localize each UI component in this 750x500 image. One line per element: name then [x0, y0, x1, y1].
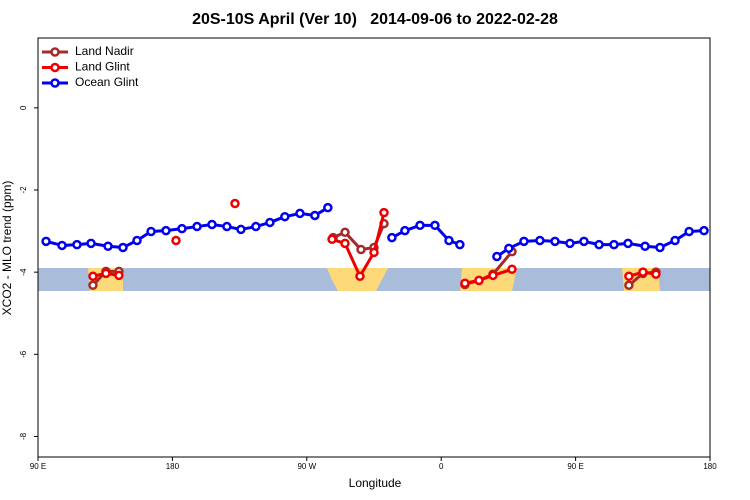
point — [565, 238, 575, 249]
point — [624, 280, 634, 291]
point — [103, 241, 113, 252]
point — [340, 238, 350, 249]
point — [340, 227, 350, 238]
legend-marker — [50, 62, 60, 73]
point — [504, 243, 514, 254]
legend-marker — [50, 78, 60, 88]
y-tick-label: -4 — [19, 268, 28, 276]
point — [640, 241, 650, 252]
point — [400, 225, 410, 236]
plot-frame — [37, 37, 711, 458]
point — [624, 271, 634, 282]
point — [684, 226, 694, 237]
point — [72, 239, 82, 250]
x-tick-label: 180 — [703, 462, 717, 471]
y-tick-label: 0 — [19, 105, 28, 110]
point — [114, 270, 124, 281]
point — [265, 217, 275, 228]
x-tick-label: 0 — [439, 462, 444, 471]
point — [430, 220, 440, 231]
point — [356, 244, 366, 255]
point — [355, 271, 365, 282]
legend-label: Land Glint — [75, 60, 130, 74]
point — [655, 242, 665, 253]
point — [623, 238, 633, 249]
point — [323, 202, 333, 213]
point — [280, 211, 290, 222]
point — [101, 268, 111, 279]
point — [88, 280, 98, 291]
point — [310, 210, 320, 221]
point — [236, 224, 246, 235]
point — [88, 271, 98, 282]
point — [387, 232, 397, 243]
point — [146, 226, 156, 237]
y-tick-label: -6 — [19, 350, 28, 358]
point — [171, 235, 181, 246]
point — [118, 242, 128, 253]
point — [670, 235, 680, 246]
point — [651, 269, 661, 279]
point — [444, 235, 454, 246]
legend-label: Ocean Glint — [75, 75, 139, 89]
point — [535, 235, 545, 246]
point — [550, 236, 560, 247]
point — [492, 251, 502, 262]
point — [609, 239, 619, 250]
land-ocean-strip — [38, 268, 710, 291]
chart-title: 20S-10S April (Ver 10) 2014-09-06 to 202… — [192, 11, 558, 28]
legend-marker — [50, 47, 60, 57]
point — [415, 220, 425, 231]
point — [638, 267, 648, 277]
point — [519, 236, 529, 247]
point — [86, 238, 96, 249]
point — [327, 234, 337, 245]
point — [57, 240, 67, 251]
point — [222, 221, 232, 232]
point — [230, 198, 240, 209]
point — [251, 221, 261, 232]
point — [295, 208, 305, 219]
point — [460, 278, 470, 288]
point — [192, 221, 202, 232]
point — [594, 239, 604, 250]
x-tick-label: 180 — [166, 462, 180, 471]
y-tick-label: -8 — [19, 432, 28, 440]
point — [41, 236, 51, 247]
x-axis-label: Longitude — [349, 476, 402, 490]
point — [207, 219, 217, 230]
point — [132, 235, 142, 246]
point — [579, 236, 589, 247]
point — [474, 275, 484, 286]
point — [507, 264, 517, 275]
point — [161, 225, 171, 236]
x-tick-label: 90 E — [30, 462, 46, 471]
point — [455, 239, 465, 250]
y-tick-label: -2 — [19, 186, 28, 194]
y-axis-label: XCO2 - MLO trend (ppm) — [0, 181, 14, 316]
point — [699, 225, 709, 236]
point — [177, 223, 187, 234]
point — [488, 270, 498, 281]
x-tick-label: 90 W — [297, 462, 316, 471]
x-tick-label: 90 E — [567, 462, 583, 471]
point — [379, 207, 389, 218]
legend-label: Land Nadir — [75, 44, 134, 58]
point — [369, 247, 379, 258]
